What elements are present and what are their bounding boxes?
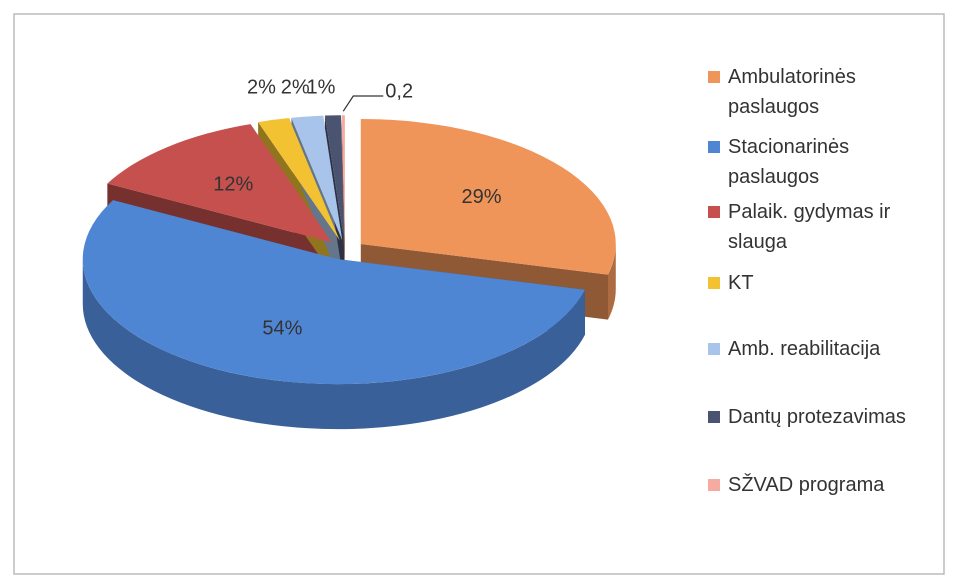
slice-side (607, 243, 616, 320)
legend-entry: Palaik. gydymas ir slauga (708, 197, 943, 257)
slice-face (341, 115, 345, 286)
legend-label: Amb. reabilitacija (728, 338, 881, 360)
legend-entry: SŽVAD programa (708, 470, 943, 500)
data-label: 2% (281, 76, 310, 98)
legend-entry: Amb. reabilitacija (708, 334, 943, 364)
chart-border (13, 13, 945, 575)
legend-swatch (708, 71, 720, 83)
slice (258, 118, 340, 241)
legend-label: Stacionarinės paslaugos (728, 136, 850, 188)
leader-line (342, 95, 384, 112)
data-label: 0,2 (385, 80, 413, 102)
legend-swatch (708, 277, 720, 289)
slice (82, 200, 585, 385)
legend-swatch (708, 479, 720, 491)
legend-entry: Stacionarinės paslaugos (708, 132, 943, 192)
legend-swatch (708, 141, 720, 153)
legend-entry: KT (708, 268, 943, 298)
slice (341, 115, 345, 241)
slice (107, 124, 333, 243)
legend-swatch (708, 411, 720, 423)
legend-label: SŽVAD programa (728, 474, 885, 496)
slice (360, 118, 616, 275)
data-label: 29% (461, 186, 501, 208)
data-label: 1% (306, 76, 335, 98)
data-label: 12% (213, 174, 253, 196)
slice-side (82, 259, 585, 430)
legend-swatch (708, 343, 720, 355)
legend-swatch (708, 206, 720, 218)
legend-label: Palaik. gydymas ir slauga (728, 201, 891, 253)
slice (324, 115, 345, 241)
slice (291, 115, 343, 241)
legend-entry: Ambulatorinės paslaugos (708, 62, 943, 122)
legend-label: KT (728, 272, 754, 294)
legend-label: Dantų protezavimas (728, 406, 906, 428)
data-label: 54% (262, 317, 302, 339)
slices (82, 115, 616, 385)
legend-entry: Dantų protezavimas (708, 402, 943, 432)
data-labels: 29%54%12%2% 2%1% 0,2 (213, 76, 502, 339)
data-label: 2% (247, 76, 276, 98)
legend-label: Ambulatorinės paslaugos (728, 66, 856, 118)
